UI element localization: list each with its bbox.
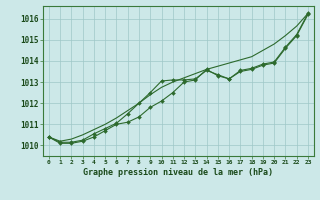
X-axis label: Graphe pression niveau de la mer (hPa): Graphe pression niveau de la mer (hPa) [84, 168, 273, 177]
